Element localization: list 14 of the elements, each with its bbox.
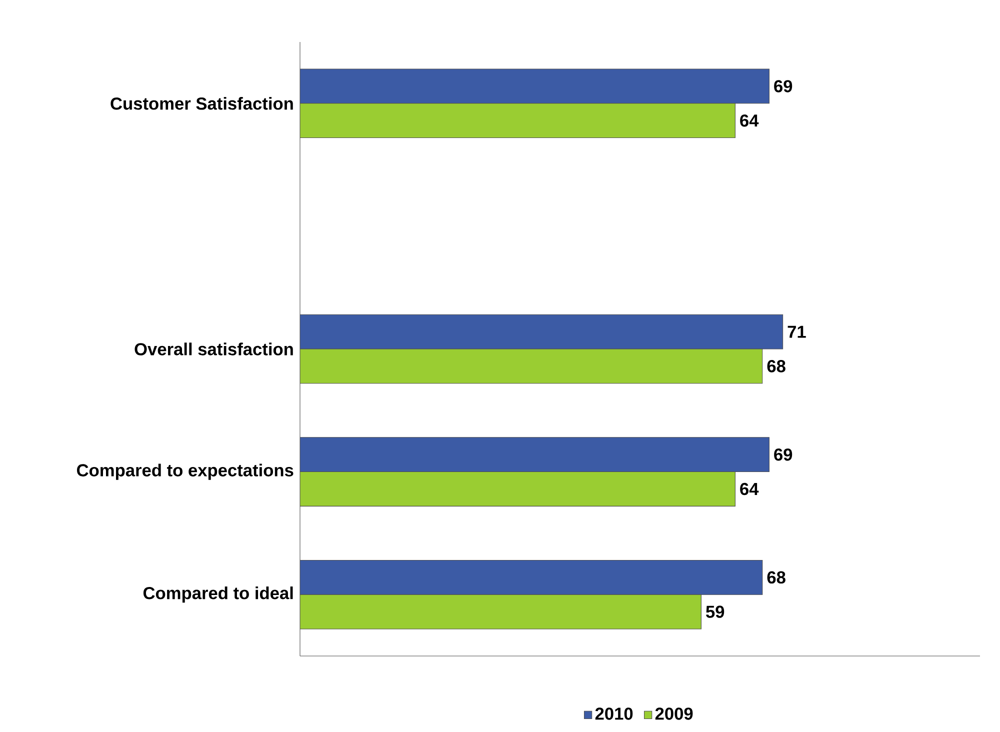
data-label: 64 [740,114,759,127]
data-label: 69 [774,448,792,461]
y-tick-label: Overall satisfaction [134,342,293,356]
data-label: 68 [767,571,786,584]
y-tick-label: Compared to expectations [77,464,294,480]
data-label: 71 [788,326,806,338]
data-label: 68 [767,360,786,372]
legend-label: 2010 [595,708,633,720]
y-tick-label: Compared to ideal [143,586,293,603]
data-label: 64 [740,482,759,496]
data-label: 59 [706,606,724,618]
legend-label: 2009 [655,708,693,720]
y-tick-label: Customer Satisfaction [110,97,293,110]
data-label: 69 [774,80,792,92]
